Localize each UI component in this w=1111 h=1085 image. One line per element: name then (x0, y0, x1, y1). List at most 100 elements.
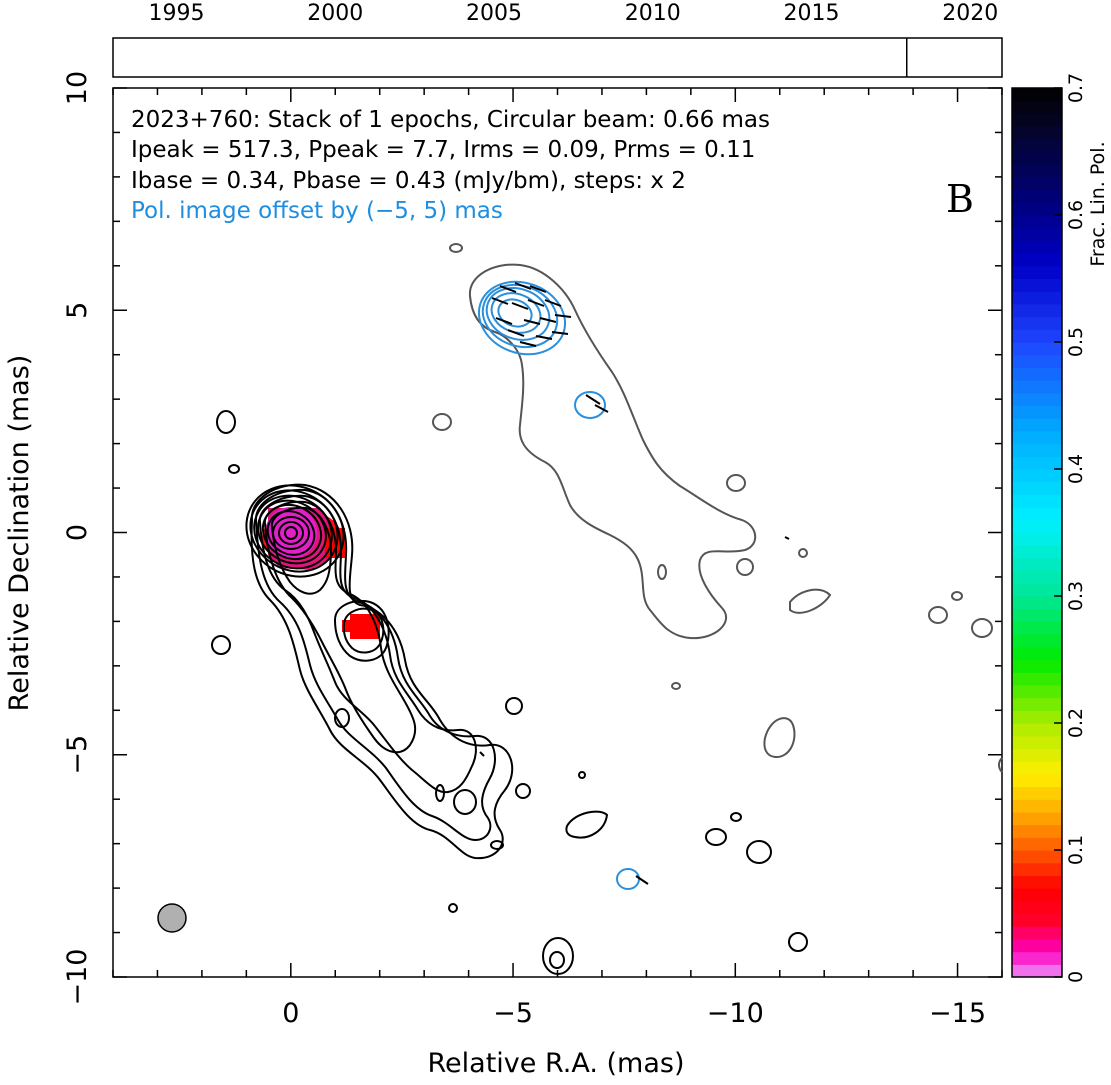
timeline-tick-label: 2005 (466, 1, 522, 26)
core-contour (245, 484, 345, 578)
intensity-blob (334, 708, 350, 728)
core-contour (261, 503, 323, 561)
info-line-2: Ipeak = 517.3, Ppeak = 7.7, Irms = 0.09,… (131, 137, 755, 163)
core-contour (253, 494, 333, 570)
y-axis-ticks: −10 −5 0 5 10 (62, 71, 1002, 1005)
colorbar-band (1012, 164, 1062, 178)
frac-pol-region-low (350, 614, 380, 639)
y-tick-label: 10 (62, 71, 93, 105)
colorbar-band (1012, 799, 1062, 813)
x-tick-label: −10 (707, 998, 764, 1029)
core-contour (272, 516, 310, 550)
evpa-tick (551, 331, 569, 335)
colorbar-tick-label: 0.1 (1065, 835, 1087, 865)
colorbar-band (1012, 672, 1062, 686)
knot-contour (333, 600, 390, 662)
frac-pol-region-low (342, 620, 352, 632)
pol-offset-blob (971, 618, 993, 638)
intensity-blob (211, 635, 231, 655)
colorbar-band (1012, 354, 1062, 368)
colorbar-tick-label: 0.4 (1065, 454, 1087, 484)
intensity-blob (228, 464, 240, 474)
pol-offset-blob (998, 757, 1003, 773)
colorbar-band (1012, 151, 1062, 165)
colorbar-band (1012, 456, 1062, 470)
timeline-tick-label: 2010 (625, 1, 681, 26)
pol-contour (485, 287, 551, 341)
evpa-tick (511, 302, 529, 310)
pol-offset-blob (798, 548, 808, 558)
intensity-blob (549, 951, 565, 969)
colorbar-band (1012, 786, 1062, 800)
intensity-blob (453, 789, 477, 815)
jet-contour (258, 494, 477, 794)
colorbar-band (1012, 748, 1062, 762)
colorbar-band (1012, 265, 1062, 280)
intensity-blob (515, 783, 531, 799)
colorbar-band (1012, 634, 1062, 648)
x-tick-label: −5 (493, 998, 533, 1029)
colorbar-band (1012, 240, 1062, 254)
colorbar-tick-label: 0.7 (1065, 73, 1087, 103)
colorbar-band (1012, 202, 1062, 216)
colorbar-band (1012, 392, 1062, 407)
colorbar-band (1012, 621, 1062, 635)
colorbar-band (1012, 532, 1062, 546)
evpa-tick (585, 394, 601, 405)
pol-intensity-contours (477, 280, 640, 890)
colorbar-band (1012, 773, 1062, 788)
intensity-blob (505, 697, 523, 715)
colorbar-band (1012, 837, 1062, 851)
pol-offset-blob (432, 413, 452, 431)
intensity-blob (490, 840, 504, 850)
colorbar-band (1012, 507, 1062, 521)
colorbar-bands (1012, 88, 1062, 978)
pol-offset-blob (726, 474, 746, 492)
pol-offset-blob (736, 558, 754, 576)
intensity-blob (479, 751, 485, 757)
colorbar-band (1012, 418, 1062, 432)
evpa-tick (529, 285, 547, 293)
pol-offset-blob (657, 564, 667, 580)
colorbar-band (1012, 900, 1062, 915)
colorbar-band (1012, 735, 1062, 749)
pol-offset-blob (763, 717, 796, 759)
core-contour (266, 510, 316, 556)
colorbar-band (1012, 875, 1062, 889)
colorbar-band (1012, 494, 1062, 508)
total-intensity-contours (211, 410, 808, 975)
colorbar-band (1012, 469, 1062, 483)
core-contour (257, 499, 327, 565)
evpa-tick (519, 341, 537, 347)
colorbar-band (1012, 316, 1062, 330)
evpa-tick (544, 299, 562, 307)
colorbar-band (1012, 710, 1062, 724)
colorbar-band (1012, 342, 1062, 356)
evpa-tick (499, 285, 517, 293)
colorbar-label: Frac. Lin. Pol. (1087, 141, 1109, 266)
colorbar-band (1012, 215, 1062, 229)
evpa-tick (635, 875, 649, 885)
colorbar-band (1012, 278, 1062, 292)
pol-contour (477, 280, 567, 356)
intensity-blob (788, 932, 808, 952)
evpa-tick (539, 317, 557, 323)
colorbar-band (1012, 646, 1062, 661)
pol-offset-outer-contour (468, 263, 757, 640)
core-contour (249, 489, 339, 573)
pol-offset-blob (449, 243, 463, 253)
timeline-frame (112, 37, 1003, 78)
pol-contour (574, 391, 606, 419)
pol-offset-blob (671, 682, 681, 690)
intensity-blob (730, 812, 742, 822)
colorbar-band (1012, 176, 1062, 191)
colorbar-band (1012, 964, 1062, 978)
colorbar-band (1012, 291, 1062, 305)
pol-contour (497, 298, 533, 328)
colorbar-band (1012, 926, 1062, 940)
y-tick-label: 0 (62, 524, 93, 541)
pol-offset-blob (951, 591, 963, 601)
colorbar-band (1012, 583, 1062, 597)
plot-area: B 2023+760: Stack of 1 epochs, Circular … (62, 71, 1003, 1029)
